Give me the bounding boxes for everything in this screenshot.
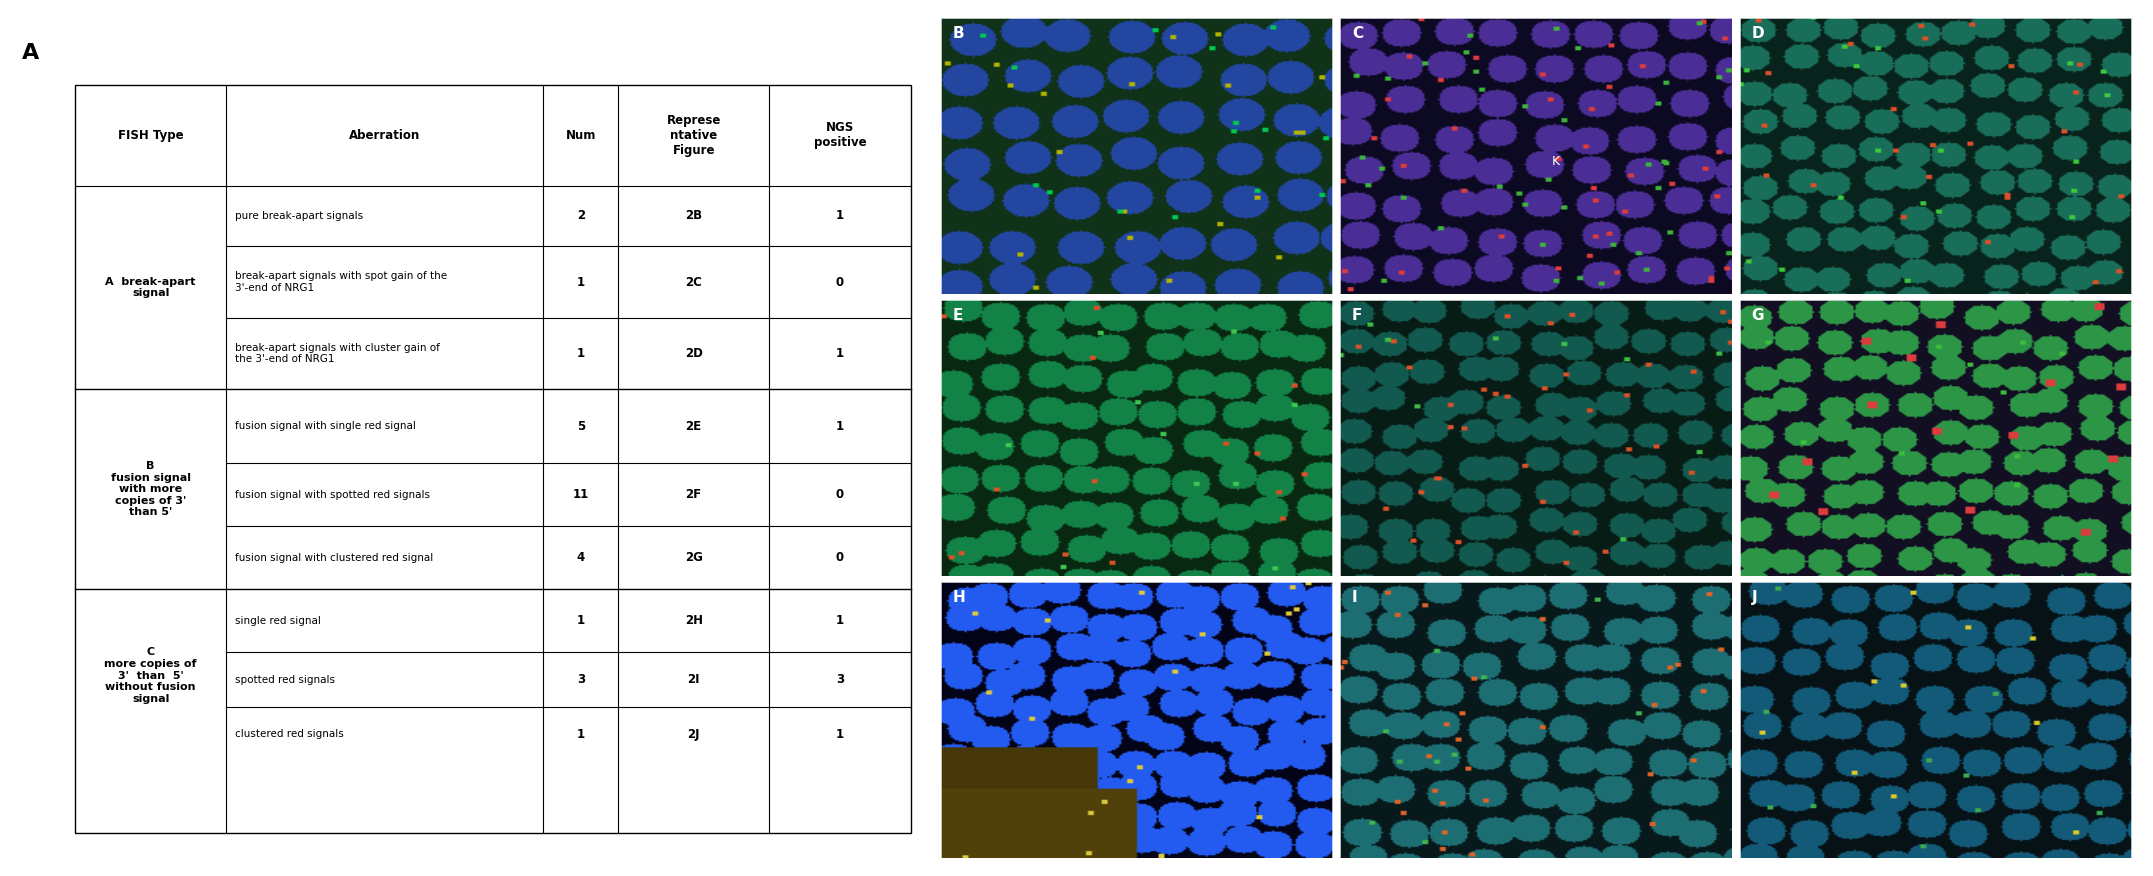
Text: G: G <box>1753 308 1763 323</box>
Text: Represe
ntative
Figure: Represe ntative Figure <box>667 114 721 157</box>
Text: 2C: 2C <box>685 275 702 288</box>
Text: single red signal: single red signal <box>235 616 321 626</box>
Text: F: F <box>1352 308 1363 323</box>
Text: 2I: 2I <box>687 674 700 686</box>
Text: 1: 1 <box>577 614 586 627</box>
Text: 2F: 2F <box>685 488 702 501</box>
Text: spotted red signals: spotted red signals <box>235 675 334 685</box>
Text: 1: 1 <box>577 347 586 360</box>
Text: C
more copies of
3'  than  5'
without fusion
signal: C more copies of 3' than 5' without fusi… <box>103 647 196 703</box>
Text: 4: 4 <box>577 551 586 564</box>
Text: 2G: 2G <box>685 551 702 564</box>
Text: NGS
positive: NGS positive <box>814 121 866 149</box>
Text: 5: 5 <box>577 420 586 433</box>
Text: B: B <box>952 25 965 41</box>
Text: 1: 1 <box>835 420 844 433</box>
Text: D: D <box>1753 25 1763 41</box>
Text: 2E: 2E <box>685 420 702 433</box>
Text: break-apart signals with spot gain of the
3'-end of NRG1: break-apart signals with spot gain of th… <box>235 272 448 293</box>
Text: 1: 1 <box>835 347 844 360</box>
Text: 0: 0 <box>835 551 844 564</box>
Text: 1: 1 <box>835 728 844 741</box>
Text: B
fusion signal
with more
copies of 3'
than 5': B fusion signal with more copies of 3' t… <box>110 461 192 518</box>
Text: 2B: 2B <box>685 209 702 223</box>
Text: J: J <box>1753 590 1757 605</box>
Text: fusion signal with single red signal: fusion signal with single red signal <box>235 421 416 431</box>
Text: FISH Type: FISH Type <box>118 129 183 142</box>
Text: 11: 11 <box>573 488 590 501</box>
Text: E: E <box>952 308 962 323</box>
Text: Num: Num <box>566 129 596 142</box>
Text: 3: 3 <box>577 674 586 686</box>
Text: clustered red signals: clustered red signals <box>235 730 344 739</box>
Bar <box>75 85 911 833</box>
Text: C: C <box>1352 25 1363 41</box>
Text: 1: 1 <box>577 275 586 288</box>
Text: 2: 2 <box>577 209 586 223</box>
Text: 1: 1 <box>835 209 844 223</box>
Text: K: K <box>1552 155 1559 168</box>
Text: 1: 1 <box>835 614 844 627</box>
Text: 0: 0 <box>835 488 844 501</box>
Text: 2D: 2D <box>685 347 702 360</box>
Text: 3: 3 <box>835 674 844 686</box>
Text: 2J: 2J <box>687 728 700 741</box>
Text: 2H: 2H <box>685 614 702 627</box>
Text: break-apart signals with cluster gain of
the 3'-end of NRG1: break-apart signals with cluster gain of… <box>235 343 439 364</box>
Text: H: H <box>952 590 965 605</box>
Text: A: A <box>22 43 39 63</box>
Text: Aberration: Aberration <box>349 129 420 142</box>
Text: 0: 0 <box>835 275 844 288</box>
Text: fusion signal with clustered red signal: fusion signal with clustered red signal <box>235 553 433 563</box>
Text: pure break-apart signals: pure break-apart signals <box>235 211 364 221</box>
Text: I: I <box>1352 590 1359 605</box>
Text: 1: 1 <box>577 728 586 741</box>
Text: fusion signal with spotted red signals: fusion signal with spotted red signals <box>235 490 431 500</box>
Text: A  break-apart
signal: A break-apart signal <box>105 277 196 298</box>
